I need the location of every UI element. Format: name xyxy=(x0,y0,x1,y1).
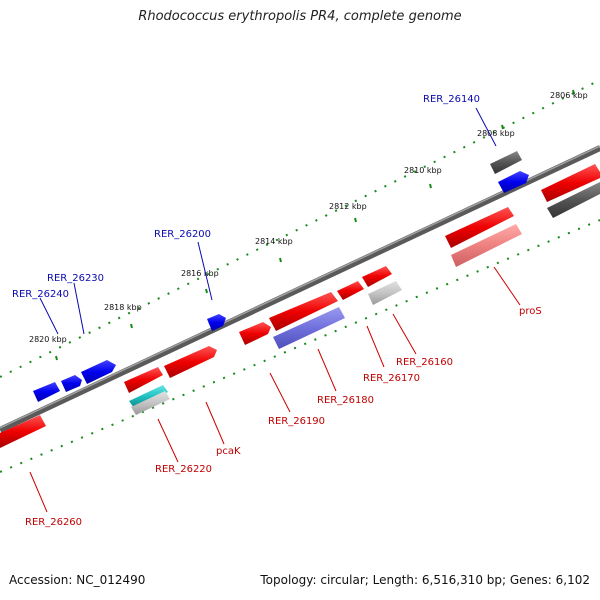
gene-arrow[interactable] xyxy=(239,322,271,345)
gene-arrow[interactable] xyxy=(273,307,345,349)
scale-track-top xyxy=(0,79,600,378)
tick-label: 2808 kbp xyxy=(477,129,515,138)
gene-track-upper xyxy=(33,151,600,402)
gene-arrow[interactable] xyxy=(445,207,514,248)
gene-arrow[interactable] xyxy=(33,382,60,402)
gene-arrow[interactable] xyxy=(498,171,529,193)
gene-arrow[interactable] xyxy=(81,360,116,384)
gene-arrow[interactable] xyxy=(124,367,163,393)
tick-label: 2818 kbp xyxy=(104,303,142,312)
gene-arrow[interactable] xyxy=(164,346,217,378)
gene-label-upper: RER_26200 xyxy=(154,229,211,240)
gene-arrow[interactable] xyxy=(337,281,364,300)
gene-label-lower: RER_26260 xyxy=(25,517,82,528)
gene-arrow[interactable] xyxy=(368,281,402,305)
gene-label-lower: RER_26160 xyxy=(396,357,453,368)
gene-arrow[interactable] xyxy=(541,164,600,202)
gene-label-lower: RER_26180 xyxy=(317,395,374,406)
label-leaders-lower xyxy=(29,266,521,513)
gene-track-lower xyxy=(0,207,522,448)
gene-arrow[interactable] xyxy=(0,415,46,448)
gene-arrow[interactable] xyxy=(490,151,522,174)
gene-arrow[interactable] xyxy=(207,314,226,331)
tick-label: 2816 kbp xyxy=(181,269,219,278)
gene-label-lower: pcaK xyxy=(216,446,241,457)
gene-arrow[interactable] xyxy=(547,182,600,218)
gene-label-lower: RER_26220 xyxy=(155,464,212,475)
gene-arrow[interactable] xyxy=(131,391,170,415)
tick-label: 2806 kbp xyxy=(550,91,588,100)
genome-summary-text: Topology: circular; Length: 6,516,310 bp… xyxy=(260,573,590,587)
tick-label: 2810 kbp xyxy=(404,166,442,175)
tick-label: 2820 kbp xyxy=(29,335,67,344)
gene-arrow[interactable] xyxy=(362,266,392,287)
gene-label-upper: RER_26240 xyxy=(12,289,69,300)
gene-arrow[interactable] xyxy=(451,224,522,267)
major-ticks-top xyxy=(55,89,575,361)
gene-label-lower: RER_26190 xyxy=(268,416,325,427)
tick-label: 2814 kbp xyxy=(255,237,293,246)
gene-label-lower: RER_26170 xyxy=(363,373,420,384)
gene-arrow[interactable] xyxy=(61,375,82,392)
genome-title: Rhodococcus erythropolis PR4, complete g… xyxy=(138,9,462,24)
gene-arrow[interactable] xyxy=(269,292,338,331)
gene-label-lower: proS xyxy=(519,306,542,317)
label-leaders-upper xyxy=(39,107,497,335)
tick-label: 2812 kbp xyxy=(329,202,367,211)
gene-arrow[interactable] xyxy=(129,385,168,408)
gene-label-upper: RER_26140 xyxy=(423,94,480,105)
gene-label-upper: RER_26230 xyxy=(47,273,104,284)
genome-backbone xyxy=(0,145,600,433)
accession-text: Accession: NC_012490 xyxy=(9,573,146,587)
scale-track-bottom xyxy=(0,219,600,473)
